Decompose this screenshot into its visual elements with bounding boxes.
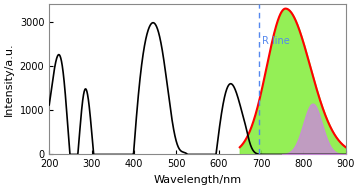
Y-axis label: Intensity/a.u.: Intensity/a.u. xyxy=(4,43,14,116)
X-axis label: Wavelength/nm: Wavelength/nm xyxy=(153,175,242,185)
Text: R line: R line xyxy=(262,36,290,46)
